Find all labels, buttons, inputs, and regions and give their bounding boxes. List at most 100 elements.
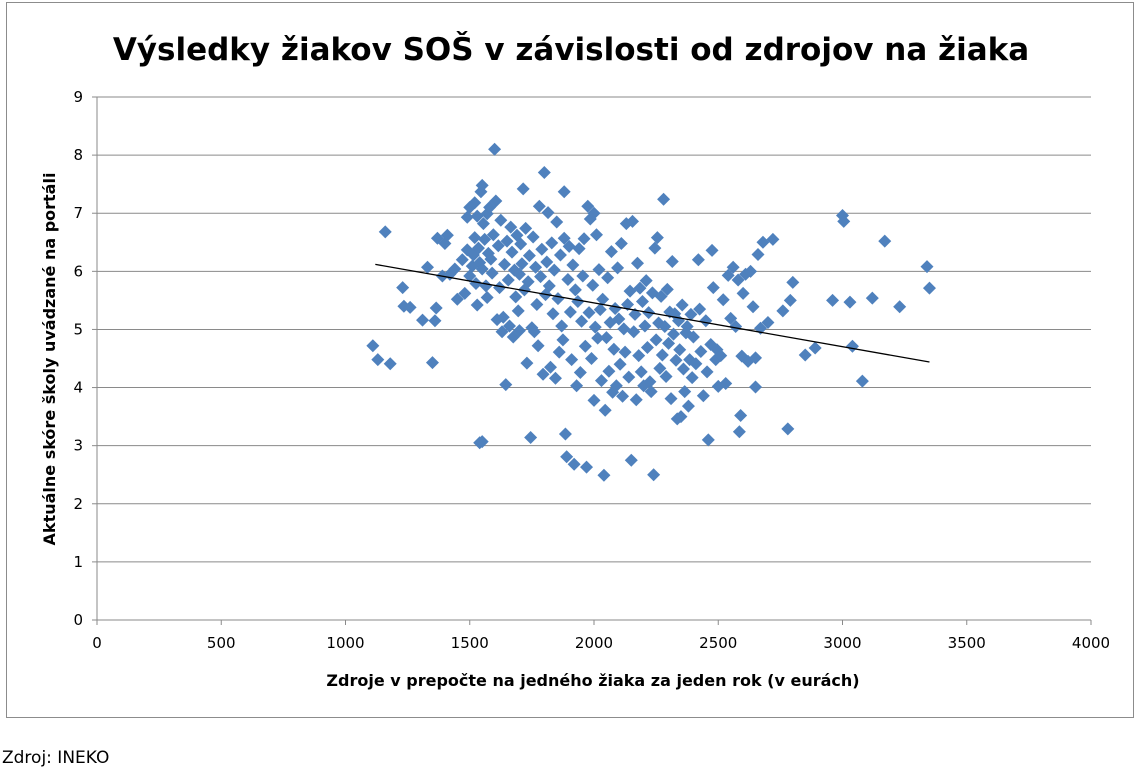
data-point	[548, 371, 562, 385]
data-point	[468, 196, 482, 210]
data-point	[630, 256, 644, 270]
data-point	[471, 241, 485, 255]
data-point	[475, 262, 489, 276]
data-point	[499, 378, 513, 392]
y-axis-title: Aktuálne skóre školy uvádzané na portáli	[40, 173, 59, 546]
data-point	[503, 319, 517, 333]
data-point	[526, 230, 540, 244]
data-point	[675, 298, 689, 312]
data-point	[545, 236, 559, 250]
data-point	[624, 453, 638, 467]
data-point	[729, 320, 743, 334]
data-point	[561, 272, 575, 286]
data-point	[808, 341, 822, 355]
data-point	[501, 273, 515, 287]
data-point	[504, 220, 518, 234]
data-point	[798, 348, 812, 362]
data-point	[531, 339, 545, 353]
data-point	[537, 166, 551, 180]
data-point	[577, 232, 591, 246]
data-point	[662, 336, 676, 350]
data-point	[922, 281, 936, 295]
data-point	[638, 319, 652, 333]
data-point	[596, 292, 610, 306]
data-point	[535, 242, 549, 256]
data-point	[676, 362, 690, 376]
data-point	[560, 450, 574, 464]
data-point	[604, 245, 618, 259]
data-point	[700, 365, 714, 379]
data-point	[726, 260, 740, 274]
data-point	[371, 353, 385, 367]
data-point	[536, 367, 550, 381]
data-point	[383, 357, 397, 371]
data-point	[653, 361, 667, 375]
data-point	[616, 389, 630, 403]
data-point	[721, 268, 735, 282]
data-point	[756, 235, 770, 249]
data-point	[674, 410, 688, 424]
data-point	[479, 279, 493, 293]
data-point	[532, 199, 546, 213]
data-point	[425, 356, 439, 370]
y-tick-label: 1	[73, 553, 83, 571]
y-tick-label: 4	[73, 379, 83, 397]
data-point	[613, 357, 627, 371]
data-point	[614, 236, 628, 250]
data-point	[635, 295, 649, 309]
data-point	[626, 214, 640, 228]
data-point	[458, 286, 472, 300]
data-point	[403, 300, 417, 314]
data-point	[512, 267, 526, 281]
data-point	[440, 228, 454, 242]
data-point	[724, 311, 738, 325]
data-point	[865, 291, 879, 305]
data-point	[781, 422, 795, 436]
data-point	[655, 348, 669, 362]
data-point	[716, 293, 730, 307]
data-point	[534, 270, 548, 284]
chart-frame: Výsledky žiakov SOŠ v závislosti od zdro…	[6, 2, 1134, 718]
data-point	[591, 331, 605, 345]
tick-labels: 0 1 2 3 4 5 6 7 8 9 0 500 1000 1500 2000 2500 3000 3500 40…	[73, 88, 1110, 652]
data-point	[515, 257, 529, 271]
data-point	[660, 282, 674, 296]
data-point	[826, 293, 840, 307]
data-point	[495, 325, 509, 339]
data-point	[693, 302, 707, 316]
data-point	[920, 260, 934, 274]
data-point	[597, 468, 611, 482]
x-tick-label: 500	[207, 634, 236, 652]
data-point	[587, 393, 601, 407]
data-point	[516, 182, 530, 196]
data-point	[694, 345, 708, 359]
data-point	[629, 393, 643, 407]
data-point	[608, 302, 622, 316]
y-tick-label: 8	[73, 146, 83, 164]
data-point	[611, 261, 625, 275]
trendline-layer	[375, 263, 930, 363]
data-point	[719, 376, 733, 390]
source-note: Zdroj: INEKO	[2, 748, 110, 768]
data-point	[575, 314, 589, 328]
data-point	[761, 315, 775, 329]
data-point	[678, 385, 692, 399]
data-point	[586, 278, 600, 292]
data-point	[511, 304, 525, 318]
data-point	[669, 353, 683, 367]
data-point	[617, 322, 631, 336]
data-point	[563, 305, 577, 319]
x-tick-label: 4000	[1072, 634, 1110, 652]
data-point	[609, 379, 623, 393]
data-point	[680, 320, 694, 334]
x-axis-title: Zdroje v prepočte na jedného žiaka za je…	[326, 671, 859, 690]
data-point	[731, 273, 745, 287]
data-point	[601, 271, 615, 285]
data-point	[654, 289, 668, 303]
data-point	[633, 281, 647, 295]
data-point	[673, 343, 687, 357]
x-tick-label: 3500	[948, 634, 986, 652]
data-point	[665, 254, 679, 268]
data-point	[639, 274, 653, 288]
data-point	[664, 392, 678, 406]
